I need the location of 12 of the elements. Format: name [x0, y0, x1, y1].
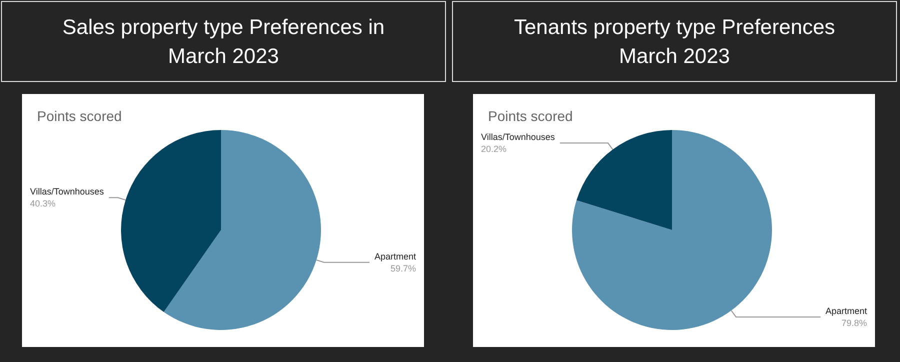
- data-label: 20.2%: [481, 144, 507, 154]
- slice-label: Villas/Townhouses: [481, 132, 556, 142]
- data-label: 59.7%: [390, 263, 416, 274]
- data-label: 40.3%: [30, 198, 56, 209]
- chart-title: Tenants property type Preferences March 2023: [452, 1, 897, 82]
- chart-title: Sales property type Preferences in March 2023: [1, 1, 446, 82]
- chart-subtitle: Points scored: [488, 108, 573, 124]
- chart-subtitle: Points scored: [37, 108, 122, 124]
- slice-label: Apartment: [374, 251, 416, 262]
- slice-label: Villas/Townhouses: [30, 186, 104, 197]
- data-label: 79.8%: [841, 318, 867, 328]
- slice-label: Apartment: [825, 306, 868, 316]
